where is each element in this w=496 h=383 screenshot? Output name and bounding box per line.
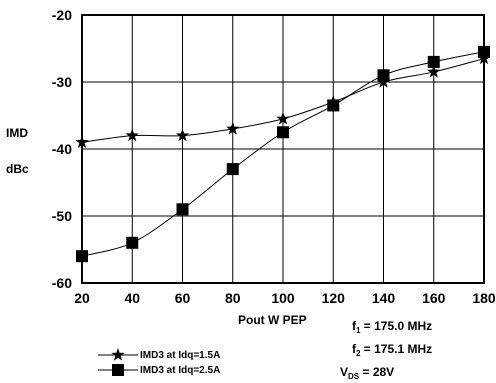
data-point-star	[477, 51, 491, 65]
data-point-square	[226, 163, 239, 176]
series-star	[75, 51, 491, 148]
legend-star-icon	[111, 348, 125, 361]
x-tick-label: 60	[175, 290, 191, 306]
y-tick-label: -60	[52, 275, 72, 291]
series-square	[76, 45, 490, 263]
data-point-star	[376, 75, 391, 88]
y-axis-label-line1: IMD	[6, 126, 28, 140]
data-point-star	[276, 111, 290, 125]
legend-label-1: IMD3 at Idq=1.5A	[140, 350, 220, 361]
y-tick-labels: -20 -30 -40 -50 -60	[52, 7, 72, 291]
x-tick-label: 160	[422, 290, 446, 306]
condition-f1: f1 = 175.0 MHz	[352, 319, 432, 335]
data-point-square	[427, 55, 440, 68]
data-point-square	[76, 250, 88, 263]
data-point-square	[478, 45, 490, 58]
x-tick-label: 180	[472, 290, 496, 306]
y-tick-label: -30	[52, 74, 72, 90]
x-tick-label: 20	[74, 290, 90, 306]
y-axis-label-line2: dBc	[6, 162, 29, 176]
data-point-star	[175, 128, 190, 142]
data-point-square	[327, 99, 340, 112]
x-tick-labels: 20 40 60 80 100 120 140 160 180	[74, 290, 496, 306]
condition-f2: f2 = 175.1 MHz	[352, 342, 432, 358]
x-tick-label: 40	[124, 290, 140, 306]
plot-frame	[81, 14, 485, 284]
legend-marker-square	[112, 364, 124, 376]
x-tick-label: 120	[322, 290, 346, 306]
x-tick-label: 80	[225, 290, 241, 306]
legend-marker-star	[111, 348, 125, 361]
x-tick-label: 100	[271, 290, 295, 306]
x-axis-label: Pout W PEP	[238, 313, 307, 327]
data-point-square	[377, 69, 390, 82]
data-point-square	[126, 236, 139, 249]
y-tick-label: -20	[52, 7, 72, 23]
legend-label-2: IMD3 at Idq=2.5A	[140, 365, 220, 376]
legend: IMD3 at Idq=1.5A IMD3 at Idq=2.5A	[98, 348, 220, 376]
data-point-star	[427, 64, 441, 78]
grid	[82, 15, 484, 283]
data-point-star	[226, 121, 240, 135]
legend-square-icon	[112, 364, 124, 376]
data-point-star	[125, 128, 139, 142]
condition-vds: VDS = 28V	[340, 365, 394, 381]
x-tick-label: 140	[372, 290, 396, 306]
data-point-star	[75, 135, 89, 148]
y-tick-label: -50	[52, 208, 72, 224]
series-group	[75, 45, 491, 263]
data-point-square	[176, 203, 189, 216]
y-tick-label: -40	[52, 141, 72, 157]
data-point-square	[277, 126, 289, 139]
